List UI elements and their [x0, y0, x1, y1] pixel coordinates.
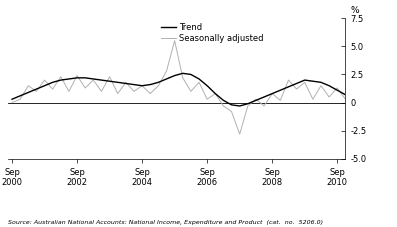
Text: Source: Australian National Accounts: National Income, Expenditure and Product  : Source: Australian National Accounts: Na…: [8, 220, 323, 225]
Text: %: %: [351, 6, 360, 15]
Legend: Trend, Seasonally adjusted: Trend, Seasonally adjusted: [158, 20, 267, 46]
